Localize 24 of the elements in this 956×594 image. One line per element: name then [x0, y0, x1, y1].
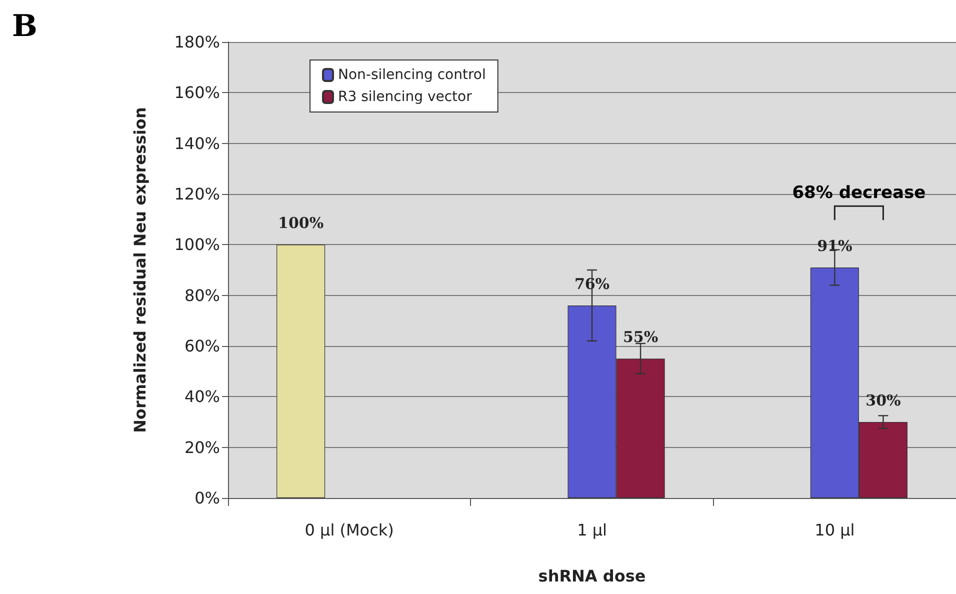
- y-tick-label: 20%: [184, 438, 220, 457]
- x-axis-title: shRNA dose: [538, 566, 646, 586]
- y-tick-label: 160%: [174, 83, 220, 102]
- y-tick-label: 80%: [184, 286, 220, 305]
- y-tick-label: 100%: [174, 235, 220, 254]
- text: 30%: [866, 392, 901, 410]
- y-axis-title: Normalized residual Neu expression: [130, 107, 150, 433]
- x-tick-label: 1 µl: [577, 520, 607, 540]
- y-tick-label: 120%: [174, 184, 220, 204]
- legend-label: R3 silencing vector: [338, 89, 472, 105]
- text: 100%: [278, 214, 324, 232]
- legend-label: Non-silencing control: [338, 67, 486, 83]
- text: 91%: [817, 236, 852, 255]
- text: B: [12, 9, 38, 44]
- text: 55%: [622, 328, 658, 346]
- x-tick-label: 10 µl: [814, 520, 855, 540]
- bar: [276, 244, 326, 498]
- y-tick-label: 40%: [184, 387, 220, 406]
- y-tick-label: 0%: [194, 488, 220, 508]
- y-tick-label: 140%: [174, 134, 220, 153]
- y-tick-label: 60%: [184, 336, 220, 356]
- y-tick-label: 180%: [174, 32, 220, 52]
- annotation: 68% decrease: [792, 183, 926, 204]
- x-tick-label: 0 µl (Mock): [304, 520, 394, 540]
